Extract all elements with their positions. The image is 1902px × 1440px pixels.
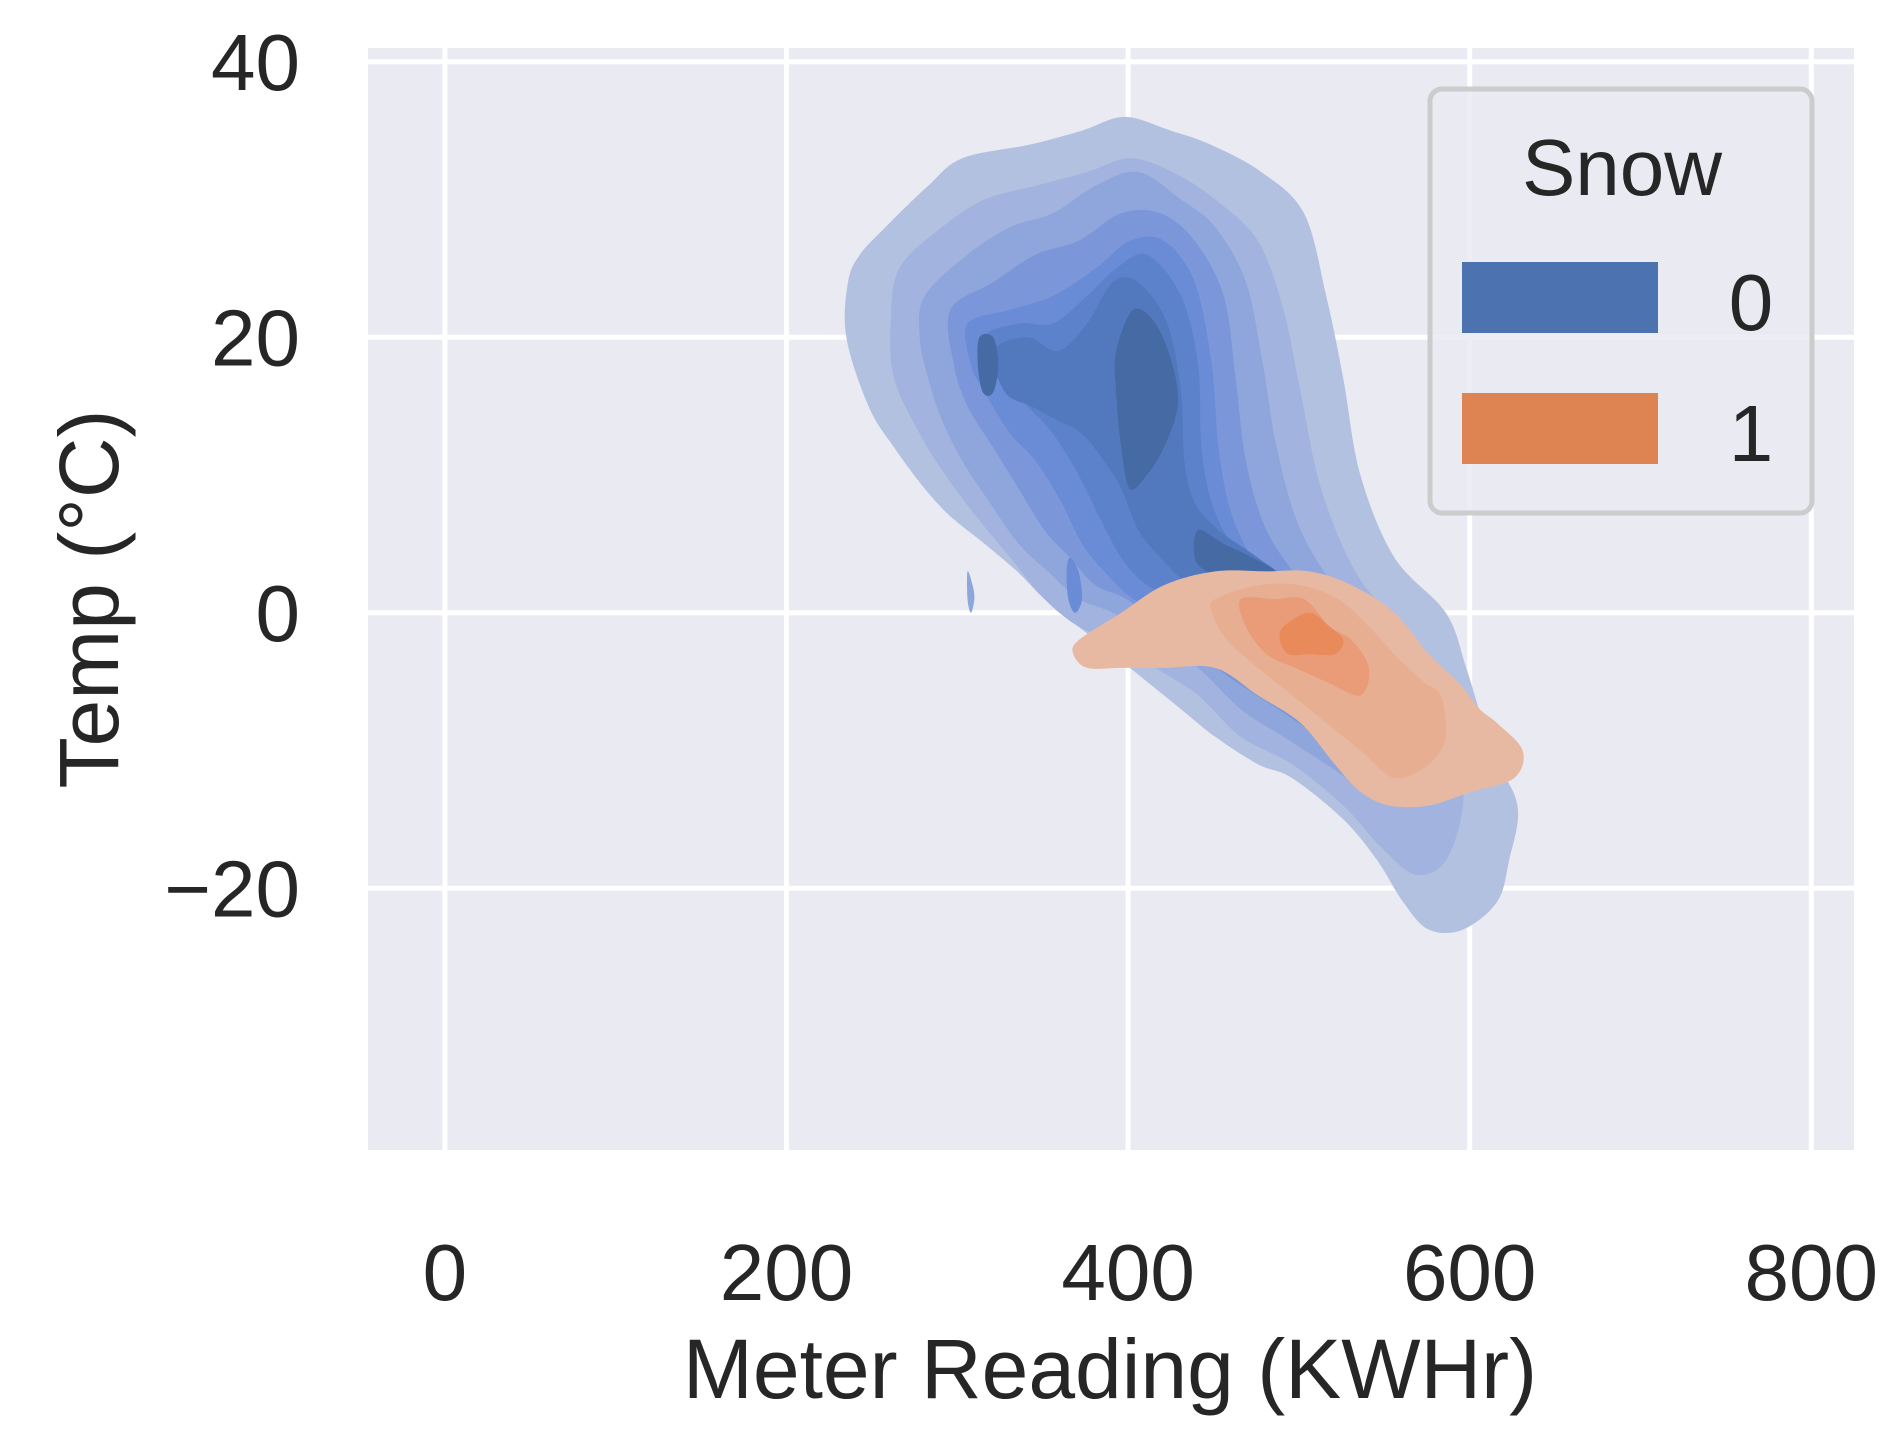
y-tick-label-0: −20 bbox=[164, 844, 300, 933]
contour-series-0-level-9 bbox=[977, 333, 999, 396]
contour-series-0-level-11 bbox=[967, 571, 975, 613]
contour-series-1-level-3 bbox=[1279, 612, 1344, 656]
y-axis-label: Temp (°C) bbox=[42, 410, 136, 789]
tick-labels: 0 200 400 600 800 −20 0 20 40 bbox=[164, 18, 1878, 1317]
x-tick-label-3: 600 bbox=[1403, 1228, 1536, 1317]
contour-series-0-level-10 bbox=[1066, 557, 1083, 613]
y-tick-label-2: 20 bbox=[211, 293, 300, 382]
legend-title: Snow bbox=[1522, 123, 1722, 212]
y-tick-label-3: 40 bbox=[211, 18, 300, 107]
legend-swatch-0 bbox=[1462, 262, 1658, 333]
x-axis-label: Meter Reading (KWHr) bbox=[683, 1322, 1537, 1416]
legend-label-0: 0 bbox=[1729, 258, 1774, 347]
contour-series-0-level-7 bbox=[1114, 308, 1178, 490]
series-1 bbox=[1072, 570, 1524, 808]
y-tick-label-1: 0 bbox=[256, 569, 301, 658]
x-tick-label-1: 200 bbox=[720, 1228, 853, 1317]
x-tick-label-2: 400 bbox=[1061, 1228, 1194, 1317]
density-contours bbox=[844, 116, 1524, 934]
x-tick-label-0: 0 bbox=[423, 1228, 468, 1317]
legend: Snow 0 1 bbox=[1427, 86, 1815, 516]
x-tick-label-4: 800 bbox=[1745, 1228, 1878, 1317]
legend-label-1: 1 bbox=[1729, 389, 1774, 478]
legend-swatch-1 bbox=[1462, 393, 1658, 464]
